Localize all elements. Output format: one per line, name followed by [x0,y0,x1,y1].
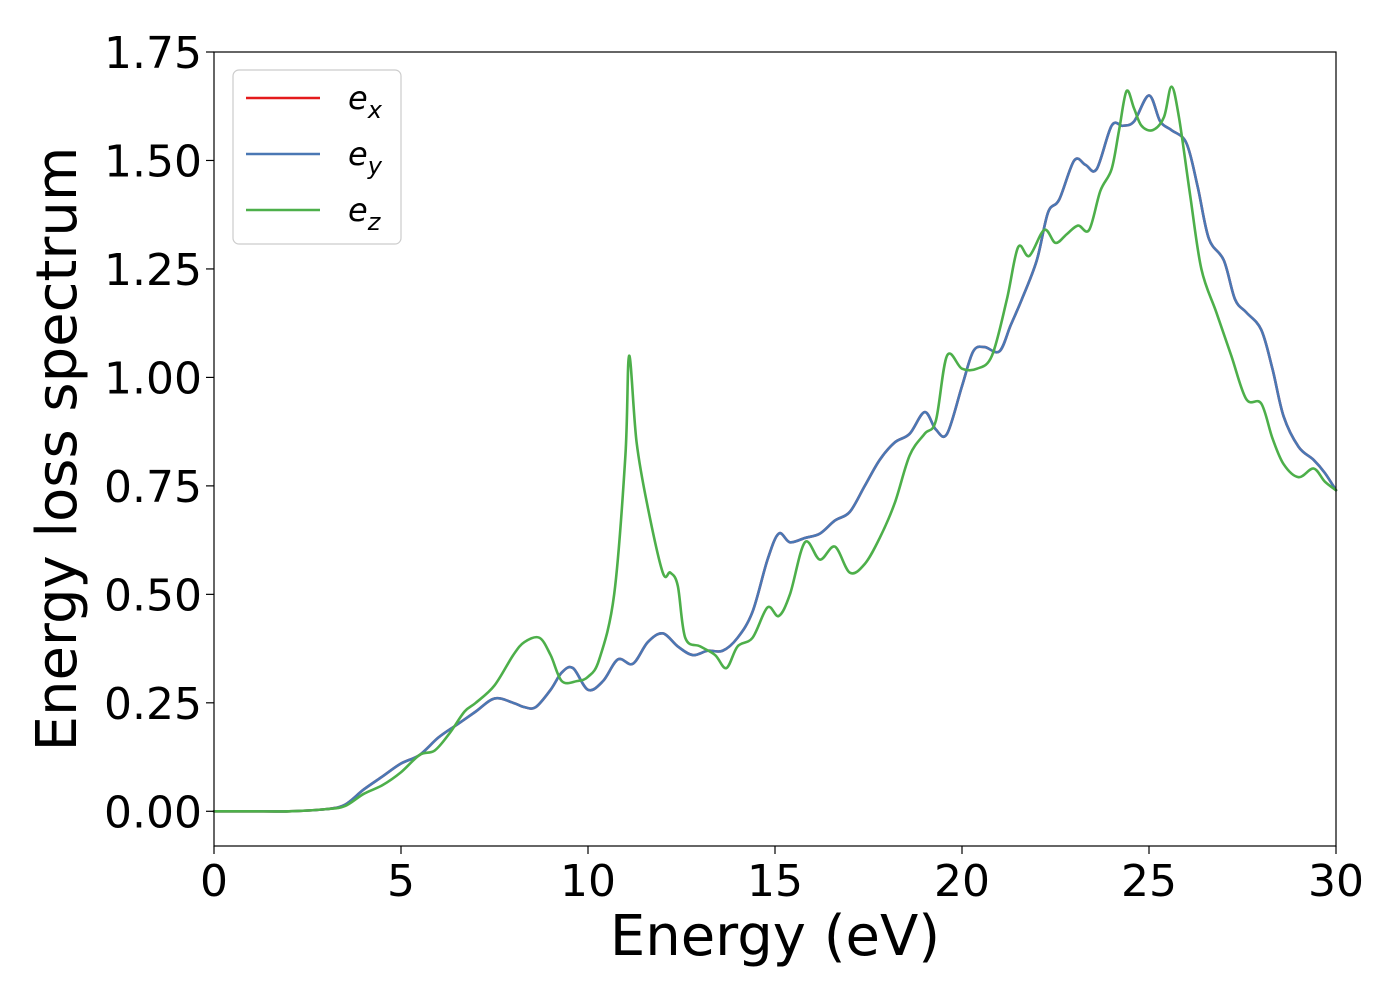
y-tick-label: 0.00 [104,787,202,838]
x-tick-label: 5 [387,856,415,907]
x-tick-label: 20 [934,856,990,907]
y-tick-label: 1.25 [104,245,202,296]
x-tick-label: 10 [560,856,616,907]
legend-label-y: ey [348,135,383,180]
y-tick-label: 0.75 [104,462,202,513]
legend: ex ey ez [232,69,402,245]
series-lines [212,85,1338,813]
y-tick-label: 0.50 [104,570,202,621]
x-axis-title: Energy (eV) [610,904,940,969]
legend-label-x: ex [348,79,383,124]
y-tick-label: 0.25 [104,679,202,730]
x-tick-label: 30 [1308,856,1364,907]
legend-label-z: ez [348,191,382,236]
series-line-z [212,85,1338,813]
y-axis-title: Energy loss spectrum [25,147,90,752]
x-tick-label: 25 [1121,856,1177,907]
series-line-y [212,94,1338,813]
x-tick-label: 15 [747,856,803,907]
y-tick-label: 1.00 [104,353,202,404]
x-axis-ticks: 0 5 10 15 20 25 30 [200,846,1364,907]
y-tick-label: 1.50 [104,136,202,187]
x-tick-label: 0 [200,856,228,907]
y-tick-label: 1.75 [104,28,202,79]
legend-box [232,69,402,245]
y-axis-ticks: 0.00 0.25 0.50 0.75 1.00 1.25 1.50 1.75 [104,28,214,838]
